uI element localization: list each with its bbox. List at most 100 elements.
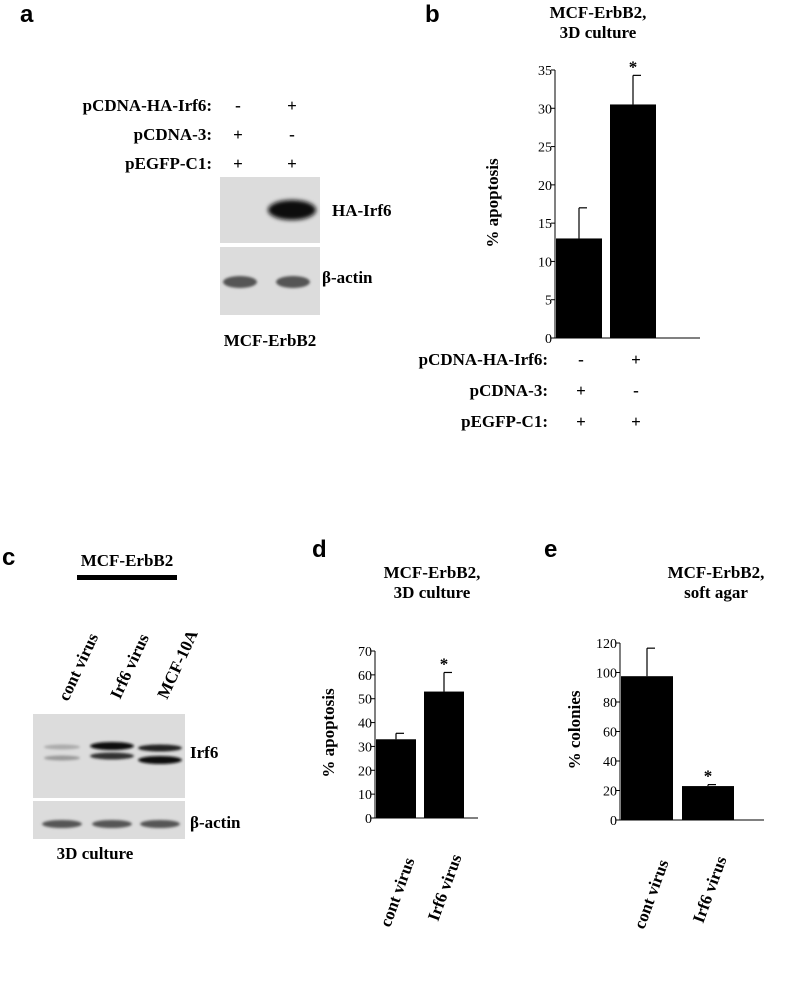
chart-e-ylabel: % colonies [565,690,584,769]
chart-b-bar-1 [610,104,656,338]
panel-c-footer: 3D culture [57,844,134,863]
chart-d-tick-label-3: 30 [358,740,372,755]
chart-d-bars: * [376,654,464,818]
blot-irf6-band-2b [90,752,134,760]
chart-b-ticks: 0 5 10 15 20 25 30 35 [538,64,555,347]
chart-d-bar-1 [424,691,464,818]
blot-a-actin-band-2 [276,276,310,288]
panel-a-row-3-lane2: + [287,154,297,173]
blot-irf6 [33,714,185,798]
chart-b-cond-2-v1: + [576,381,586,400]
chart-d-category-1: cont virus [376,855,419,930]
panel-a-row-3-label: pEGFP-C1: [125,154,212,173]
chart-e-tick-label-4: 80 [603,696,617,711]
chart-e-plot: 0 20 40 60 80 100 120 * [596,637,764,829]
chart-b-ylabel: % apoptosis [483,158,502,248]
chart-b-title: MCF-ErbB2, [550,3,647,22]
chart-d-tick-label-1: 10 [358,788,372,803]
blot-a-actin [220,247,320,315]
panel-c-group-bar [77,575,177,580]
chart-b-significance-1: * [629,57,638,76]
blot-a-actin-label: β-actin [322,268,373,287]
blot-ha-irf6 [220,177,320,243]
chart-b-tick-label-5: 25 [538,141,552,156]
chart-b-subtitle: 3D culture [560,23,637,42]
chart-e-subtitle: soft agar [684,583,748,602]
panel-a: a pCDNA-HA-Irf6: - + pCDNA-3: + - pEGFP-… [20,1,391,350]
chart-e-tick-label-5: 100 [596,667,617,682]
chart-e-title: MCF-ErbB2, [668,563,765,582]
panel-c: c MCF-ErbB2 cont virus Irf6 virus MCF-10… [2,544,241,863]
chart-b-tick-label-3: 15 [538,217,552,232]
panel-b-letter: b [425,1,440,28]
chart-b-tick-label-4: 20 [538,179,552,194]
chart-d-tick-label-0: 0 [365,812,372,827]
panel-a-row-3-lane1: + [233,154,243,173]
panel-c-lane-2: Irf6 virus [106,630,153,701]
blot-irf6-band-1b [44,755,80,761]
blot-ha-irf6-label: HA-Irf6 [332,201,391,220]
blot-c-actin-band-2 [92,820,132,828]
panel-c-lane-1: cont virus [54,630,102,704]
chart-e-tick-label-3: 60 [603,726,617,741]
panel-a-cell-line: MCF-ErbB2 [224,331,317,350]
chart-d-tick-label-5: 50 [358,693,372,708]
chart-d-title: MCF-ErbB2, [384,563,481,582]
chart-b-cond-1-label: pCDNA-HA-Irf6: [419,350,548,369]
panel-c-letter: c [2,544,15,571]
panel-e-letter: e [544,536,557,563]
panel-b: b MCF-ErbB2, 3D culture % apoptosis 0 5 10… [419,1,700,431]
chart-e-bars: * [621,647,734,820]
panel-d: d MCF-ErbB2, 3D culture % apoptosis 0 10 2… [312,536,480,929]
chart-e-category-1: cont virus [630,857,673,932]
chart-b-tick-label-6: 30 [538,102,552,117]
chart-d-ylabel: % apoptosis [319,688,338,778]
chart-d-ticks: 0 10 20 30 40 50 60 70 [358,645,375,827]
blot-a-actin-band-1 [223,276,257,288]
chart-d-plot: 0 10 20 30 40 50 60 70 * [358,645,478,827]
blot-c-actin [33,801,185,839]
chart-d-tick-label-6: 60 [358,669,372,684]
chart-e-ticks: 0 20 40 60 80 100 120 [596,637,620,829]
panel-a-row-1-lane1: - [235,96,241,115]
chart-d-tick-label-2: 20 [358,764,372,779]
chart-d-subtitle: 3D culture [394,583,471,602]
chart-d-significance-1: * [440,654,449,673]
chart-b-plot: 0 5 10 15 20 25 30 35 * [538,57,700,347]
chart-b-cond-3-label: pEGFP-C1: [461,412,548,431]
blot-irf6-band-3b [138,756,182,764]
blot-irf6-label: Irf6 [190,743,218,762]
blot-irf6-band-3a [138,744,182,752]
chart-b-tick-label-0: 0 [545,332,552,347]
chart-b-tick-label-2: 10 [538,255,552,270]
chart-e-tick-label-0: 0 [610,814,617,829]
chart-d-tick-label-7: 70 [358,645,372,660]
blot-irf6-band-2a [90,742,134,750]
blot-c-actin-band-3 [140,820,180,828]
chart-e-bar-0 [621,676,673,820]
blot-c-actin-band-1 [42,820,82,828]
chart-b-cond-3-v1: + [576,412,586,431]
chart-d-tick-label-4: 40 [358,717,372,732]
panel-a-row-2-label: pCDNA-3: [134,125,212,144]
chart-e-tick-label-1: 20 [603,785,617,800]
panel-a-row-1-lane2: + [287,96,297,115]
blot-c-actin-membrane [33,801,185,839]
blot-irf6-band-1a [44,744,80,750]
chart-e-tick-label-6: 120 [596,637,617,652]
chart-b-cond-3-v2: + [631,412,641,431]
panel-a-row-1-label: pCDNA-HA-Irf6: [83,96,212,115]
chart-b-bar-0 [556,238,602,338]
chart-e-significance-1: * [704,767,713,786]
panel-e: e MCF-ErbB2, soft agar % colonies 0 20 40 6… [544,536,764,931]
chart-b-cond-2-v2: - [633,381,639,400]
blot-c-actin-label: β-actin [190,813,241,832]
chart-d-bar-0 [376,739,416,818]
chart-b-cond-2-label: pCDNA-3: [470,381,548,400]
panel-d-letter: d [312,536,327,563]
panel-a-row-2-lane2: - [289,125,295,144]
chart-e-bar-1 [682,786,734,820]
chart-e-category-2: Irf6 virus [689,853,731,925]
chart-b-tick-label-1: 5 [545,294,552,309]
